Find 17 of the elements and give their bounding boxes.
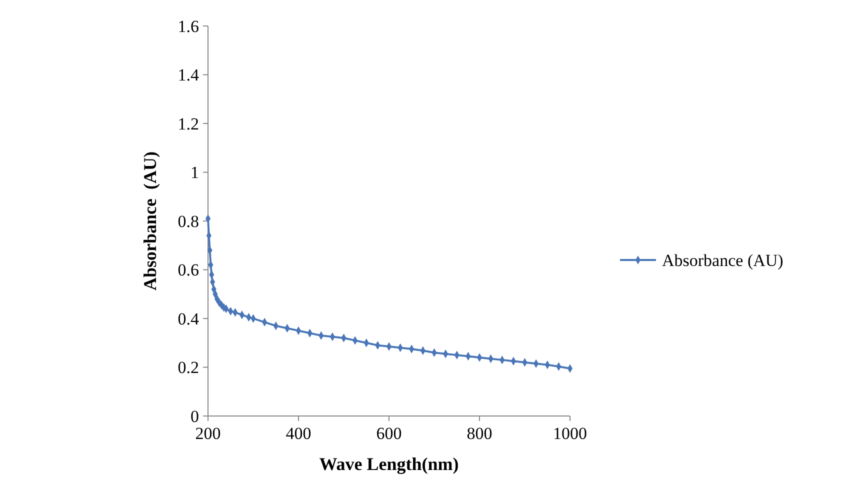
y-tick-label: 1.4 — [178, 66, 200, 85]
y-tick-label: 0.4 — [178, 309, 200, 328]
y-tick-label: 1.2 — [178, 114, 199, 134]
x-tick-label: 1000 — [553, 424, 587, 443]
x-tick-label: 600 — [376, 424, 402, 443]
y-tick-label: 1 — [190, 163, 199, 182]
x-axis-title: Wave Length(nm) — [319, 454, 459, 474]
y-tick-label: 0.6 — [178, 260, 199, 280]
legend-label: Absorbance (AU) — [662, 250, 784, 270]
x-tick-label: 800 — [466, 424, 492, 443]
y-tick-label: 0 — [190, 406, 199, 426]
y-tick-label: 1.6 — [178, 16, 199, 36]
x-tick-label: 400 — [286, 424, 312, 443]
y-axis-title: Absorbance (AU) — [140, 152, 160, 290]
y-tick-label: 0.8 — [178, 212, 199, 231]
y-tick-label: 0.2 — [178, 358, 199, 378]
x-tick-label: 200 — [195, 424, 221, 443]
